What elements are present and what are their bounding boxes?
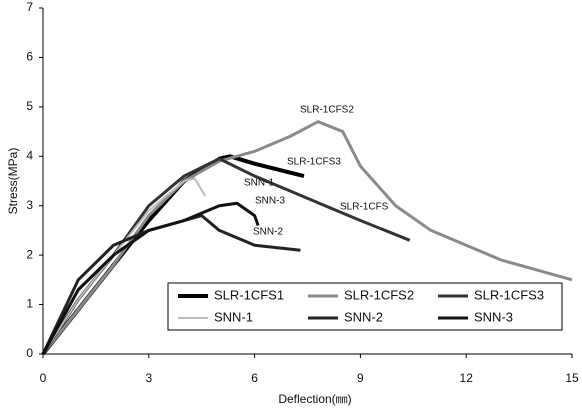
y-tick-label: 3 xyxy=(26,198,33,212)
y-tick-label: 6 xyxy=(26,50,33,64)
annotation: SNN-2 xyxy=(253,227,283,238)
x-axis-label: Deflection(㎜) xyxy=(278,392,351,406)
legend-label: SLR-1CFS3 xyxy=(474,287,544,302)
annotation: SLR-1CFS3 xyxy=(287,157,341,168)
y-tick-label: 2 xyxy=(26,247,33,261)
annotation: SLR-1CFS xyxy=(340,202,389,213)
legend-label: SLR-1CFS2 xyxy=(344,287,414,302)
legend-label: SNN-3 xyxy=(474,309,513,324)
x-tick-label: 12 xyxy=(460,371,474,385)
y-tick-label: 1 xyxy=(26,297,33,311)
legend-label: SNN-2 xyxy=(344,309,383,324)
annotation: SLR-1CFS2 xyxy=(300,105,354,116)
x-tick-label: 3 xyxy=(145,371,152,385)
x-tick-label: 0 xyxy=(40,371,47,385)
x-tick-label: 15 xyxy=(565,371,579,385)
y-tick-label: 4 xyxy=(26,148,33,162)
y-axis-label: Stress(MPa) xyxy=(6,148,20,215)
x-tick-label: 6 xyxy=(251,371,258,385)
series-line xyxy=(41,201,260,355)
annotation: SNN-3 xyxy=(255,196,285,207)
annotation: SNN-1 xyxy=(244,178,274,189)
y-tick-label: 0 xyxy=(26,346,33,360)
y-tick-label: 7 xyxy=(26,0,33,14)
x-tick-label: 9 xyxy=(357,371,364,385)
series-line xyxy=(42,177,207,355)
series-line xyxy=(41,120,573,355)
legend-label: SNN-1 xyxy=(214,309,253,324)
legend-box xyxy=(167,282,563,331)
y-tick-label: 5 xyxy=(26,99,33,113)
legend-label: SLR-1CFS1 xyxy=(214,287,284,302)
